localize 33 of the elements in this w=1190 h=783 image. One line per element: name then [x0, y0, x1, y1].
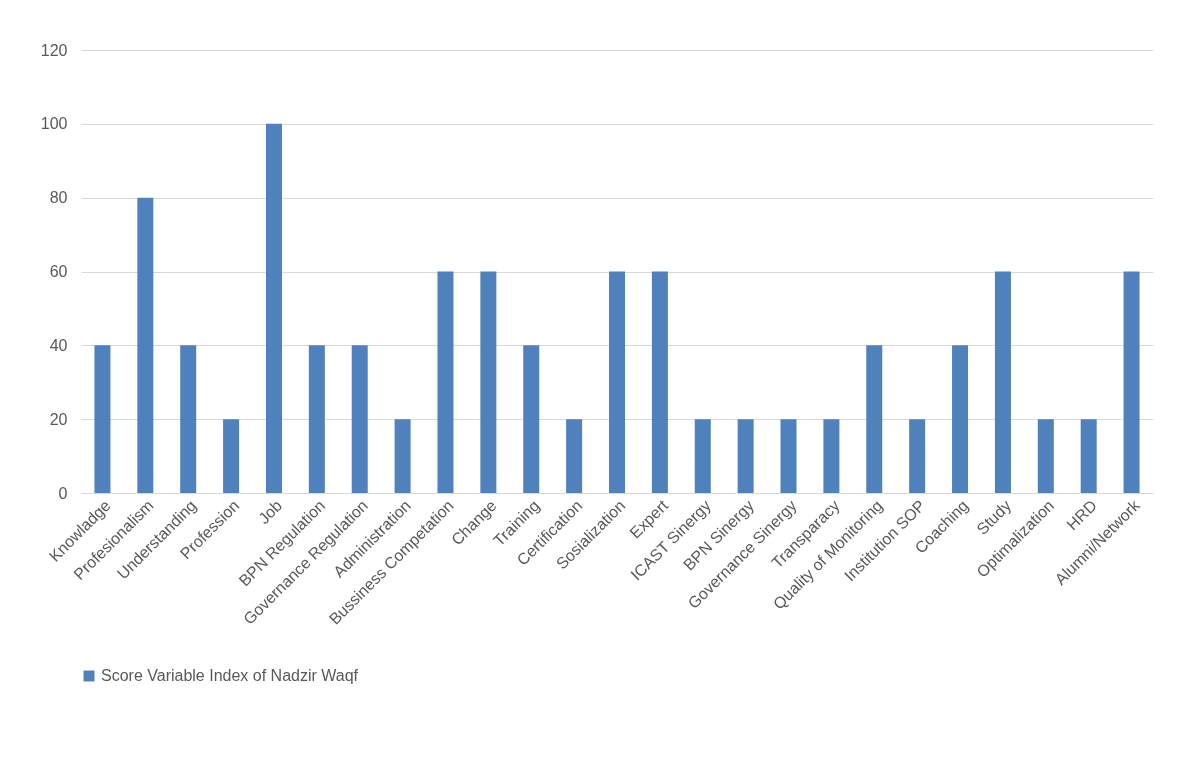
bar [1123, 271, 1140, 493]
bar [308, 345, 325, 493]
bar [137, 197, 154, 493]
bar [651, 271, 668, 493]
y-tick-label: 100 [40, 115, 68, 133]
bar [609, 271, 625, 493]
bar [566, 419, 583, 493]
bar [823, 419, 840, 493]
bar [351, 345, 368, 493]
y-tick-label: 80 [49, 189, 68, 207]
legend-label: Score Variable Index of Nadzir Waqf [101, 667, 359, 684]
y-tick-label: 20 [49, 410, 68, 428]
bar [1037, 419, 1054, 493]
y-tick-label: 0 [58, 484, 68, 502]
bar [909, 419, 926, 493]
bar [480, 271, 497, 493]
bar [694, 419, 711, 493]
bar [94, 345, 111, 493]
bar [437, 271, 454, 493]
bar [952, 345, 969, 493]
y-tick-label: 40 [49, 336, 68, 354]
bar [523, 345, 540, 493]
bar [994, 271, 1011, 493]
bar [180, 345, 197, 493]
bar [737, 419, 754, 493]
bar [780, 419, 797, 493]
bar [394, 419, 411, 493]
bar [1080, 419, 1097, 493]
y-tick-label: 120 [40, 41, 68, 59]
y-tick-label: 60 [49, 263, 68, 280]
bar [223, 419, 240, 493]
bar [265, 123, 282, 493]
bar [866, 345, 883, 493]
